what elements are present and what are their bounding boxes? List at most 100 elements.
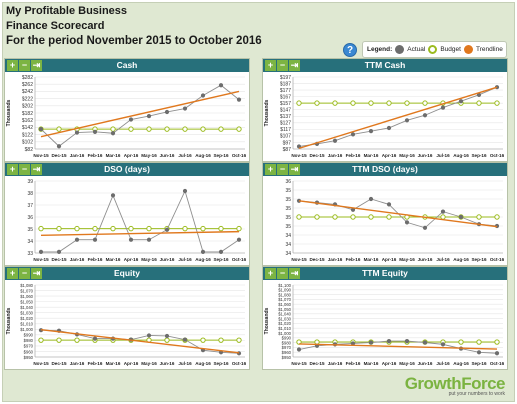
ttm-equity-actual-point[interactable] [476, 350, 482, 355]
equity-actual-point[interactable] [92, 336, 98, 341]
dso-budget-point[interactable] [92, 225, 98, 232]
ttm-cash-budget-point[interactable] [314, 100, 320, 106]
ttm-dso-export-icon[interactable]: ⇥ [289, 164, 300, 175]
cash-collapse-icon[interactable]: − [19, 60, 30, 71]
ttm-dso-budget-point[interactable] [350, 214, 356, 220]
cash-budget-point[interactable] [218, 126, 224, 132]
dso-actual-point[interactable] [38, 249, 44, 254]
dso-actual-point[interactable] [56, 249, 62, 254]
dso-actual-point[interactable] [110, 193, 116, 198]
equity-budget-point[interactable] [56, 337, 62, 343]
help-icon[interactable]: ? [343, 43, 357, 57]
ttm-cash-actual-point[interactable] [440, 105, 446, 110]
cash-export-icon[interactable]: ⇥ [31, 60, 42, 71]
cash-expand-icon[interactable]: + [7, 60, 18, 71]
cash-budget-point[interactable] [164, 126, 170, 132]
dso-export-icon[interactable]: ⇥ [31, 164, 42, 175]
dso-budget-point[interactable] [110, 225, 116, 232]
equity-budget-point[interactable] [200, 337, 206, 343]
ttm-cash-budget-point[interactable] [368, 100, 374, 106]
dso-budget-point[interactable] [182, 225, 188, 232]
ttm-cash-budget-point[interactable] [332, 100, 338, 106]
ttm-cash-actual-point[interactable] [368, 129, 374, 134]
dso-budget-point[interactable] [56, 225, 62, 232]
ttm-equity-budget-point[interactable] [494, 339, 500, 345]
ttm-dso-actual-point[interactable] [386, 202, 392, 207]
ttm-cash-actual-point[interactable] [458, 99, 464, 104]
equity-actual-point[interactable] [182, 337, 188, 342]
ttm-cash-actual-point[interactable] [404, 118, 410, 123]
equity-export-icon[interactable]: ⇥ [31, 268, 42, 279]
ttm-cash-budget-point[interactable] [386, 100, 392, 106]
cash-budget-point[interactable] [200, 126, 206, 132]
ttm-cash-budget-point[interactable] [422, 100, 428, 106]
ttm-equity-budget-point[interactable] [476, 339, 482, 345]
equity-budget-point[interactable] [218, 337, 224, 343]
dso-actual-point[interactable] [218, 249, 224, 254]
ttm-dso-collapse-icon[interactable]: − [277, 164, 288, 175]
equity-budget-point[interactable] [38, 337, 44, 343]
ttm-cash-export-icon[interactable]: ⇥ [289, 60, 300, 71]
equity-budget-point[interactable] [236, 337, 242, 343]
cash-budget-point[interactable] [146, 126, 152, 132]
ttm-cash-budget-point[interactable] [404, 100, 410, 106]
cash-budget-point[interactable] [56, 126, 62, 132]
ttm-cash-budget-point[interactable] [350, 100, 356, 106]
ttm-equity-actual-point[interactable] [404, 339, 410, 344]
dso-budget-point[interactable] [38, 225, 44, 232]
ttm-dso-actual-point[interactable] [368, 196, 374, 202]
ttm-cash-budget-point[interactable] [476, 100, 482, 106]
dso-actual-point[interactable] [92, 237, 98, 242]
ttm-cash-expand-icon[interactable]: + [265, 60, 276, 71]
ttm-equity-export-icon[interactable]: ⇥ [289, 268, 300, 279]
cash-actual-point[interactable] [38, 127, 44, 132]
ttm-cash-budget-point[interactable] [494, 100, 500, 106]
ttm-equity-expand-icon[interactable]: + [265, 268, 276, 279]
dso-actual-point[interactable] [128, 237, 134, 242]
ttm-cash-budget-point[interactable] [296, 100, 302, 106]
ttm-dso-actual-point[interactable] [440, 209, 446, 214]
cash-budget-point[interactable] [110, 126, 116, 132]
dso-expand-icon[interactable]: + [7, 164, 18, 175]
ttm-dso-budget-point[interactable] [494, 214, 500, 220]
ttm-dso-budget-point[interactable] [314, 214, 320, 220]
cash-budget-point[interactable] [128, 126, 134, 132]
cash-actual-point[interactable] [236, 97, 242, 102]
ttm-dso-actual-point[interactable] [422, 225, 428, 230]
ttm-cash-actual-point[interactable] [332, 138, 338, 143]
cash-actual-point[interactable] [200, 93, 206, 98]
equity-actual-point[interactable] [164, 333, 170, 339]
ttm-dso-budget-point[interactable] [296, 214, 302, 220]
ttm-dso-actual-point[interactable] [296, 198, 302, 203]
cash-actual-point[interactable] [182, 106, 188, 111]
ttm-cash-actual-point[interactable] [422, 113, 428, 118]
dso-actual-point[interactable] [182, 188, 188, 194]
dso-collapse-icon[interactable]: − [19, 164, 30, 175]
ttm-dso-actual-point[interactable] [458, 214, 464, 220]
cash-actual-point[interactable] [128, 117, 134, 122]
dso-actual-point[interactable] [146, 237, 152, 242]
ttm-equity-actual-point[interactable] [422, 340, 428, 345]
equity-budget-point[interactable] [74, 337, 80, 343]
cash-budget-point[interactable] [236, 126, 242, 132]
ttm-equity-actual-point[interactable] [296, 347, 302, 352]
equity-collapse-icon[interactable]: − [19, 268, 30, 279]
dso-budget-point[interactable] [74, 225, 80, 232]
cash-actual-point[interactable] [218, 83, 224, 88]
ttm-dso-budget-point[interactable] [386, 214, 392, 220]
ttm-equity-actual-point[interactable] [386, 339, 392, 344]
ttm-dso-budget-point[interactable] [368, 214, 374, 220]
cash-actual-point[interactable] [92, 129, 98, 134]
cash-actual-point[interactable] [164, 109, 170, 115]
dso-budget-point[interactable] [128, 225, 134, 232]
ttm-equity-actual-point[interactable] [494, 351, 500, 356]
cash-actual-point[interactable] [74, 130, 80, 135]
dso-actual-point[interactable] [236, 237, 242, 242]
ttm-equity-budget-point[interactable] [458, 339, 464, 345]
dso-actual-point[interactable] [200, 249, 206, 254]
ttm-dso-budget-point[interactable] [476, 214, 482, 220]
cash-actual-point[interactable] [110, 131, 116, 136]
cash-actual-point[interactable] [56, 144, 62, 149]
ttm-cash-actual-point[interactable] [350, 132, 356, 137]
cash-budget-point[interactable] [182, 126, 188, 132]
